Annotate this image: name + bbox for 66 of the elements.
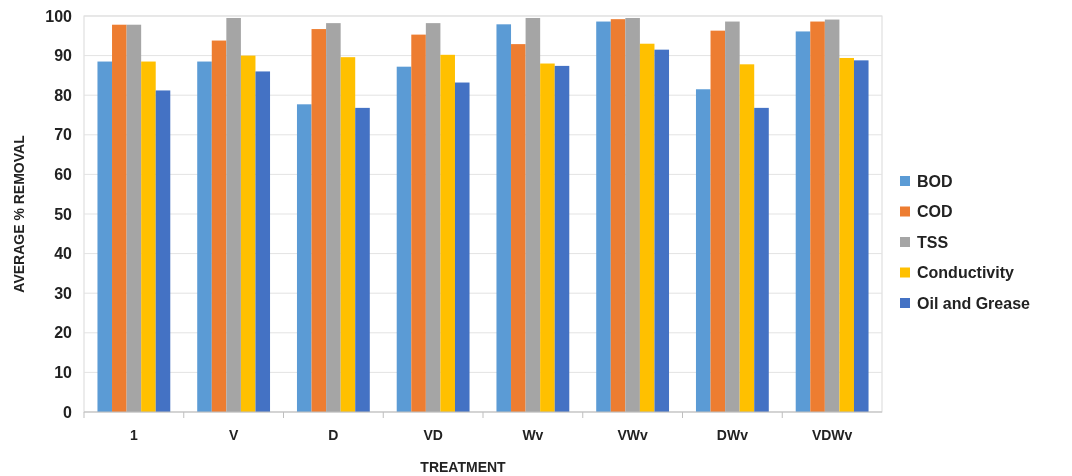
legend-label: TSS bbox=[917, 233, 949, 251]
bar bbox=[311, 29, 327, 412]
x-tick-label: Wv bbox=[522, 427, 544, 443]
y-tick-label: 50 bbox=[54, 205, 73, 223]
bar bbox=[226, 17, 241, 412]
x-tick-label: 1 bbox=[129, 427, 138, 443]
x-axis-title: TREATMENT bbox=[420, 459, 507, 475]
y-tick-label: 100 bbox=[45, 7, 73, 25]
bar bbox=[839, 57, 854, 412]
bar bbox=[625, 17, 640, 412]
bar bbox=[141, 61, 156, 412]
y-tick-label: 70 bbox=[54, 126, 73, 144]
bar bbox=[296, 104, 312, 412]
bar bbox=[596, 21, 611, 412]
y-tick-label: 40 bbox=[54, 245, 73, 263]
bar bbox=[454, 82, 470, 412]
bar bbox=[240, 55, 256, 412]
y-tick-label: 10 bbox=[54, 364, 73, 381]
bar bbox=[554, 65, 570, 412]
x-tick-label: VD bbox=[423, 427, 443, 443]
bar bbox=[810, 21, 825, 412]
y-tick-label: 90 bbox=[54, 47, 73, 65]
bar bbox=[654, 49, 670, 412]
bar bbox=[853, 60, 869, 412]
x-tick-label: VDWv bbox=[811, 427, 853, 443]
bar bbox=[639, 43, 655, 412]
bar bbox=[754, 107, 769, 412]
bar bbox=[255, 71, 271, 412]
bar bbox=[540, 63, 555, 412]
bar bbox=[197, 61, 212, 412]
legend-label: Oil and Grease bbox=[917, 294, 1031, 312]
x-tick-label: DWv bbox=[716, 427, 749, 443]
bar bbox=[710, 30, 726, 412]
y-axis-title: AVERAGE % REMOVAL bbox=[11, 134, 27, 293]
legend-label: COD bbox=[917, 203, 953, 221]
bar bbox=[695, 89, 711, 412]
bar bbox=[112, 24, 127, 412]
bar bbox=[211, 40, 227, 412]
bar bbox=[126, 24, 142, 412]
x-tick-label: D bbox=[328, 427, 339, 443]
y-tick-label: 20 bbox=[54, 324, 73, 342]
bar bbox=[425, 23, 441, 412]
bar bbox=[440, 54, 455, 412]
y-tick-label: 0 bbox=[63, 403, 73, 421]
bar bbox=[326, 23, 341, 412]
bar bbox=[411, 34, 426, 412]
y-tick-label: 80 bbox=[54, 86, 73, 104]
x-tick-label: VWv bbox=[617, 427, 648, 443]
y-tick-label: 30 bbox=[54, 284, 73, 302]
bar bbox=[725, 21, 740, 412]
bar bbox=[155, 90, 171, 412]
x-tick-label: V bbox=[228, 427, 239, 443]
bar bbox=[610, 19, 626, 412]
bar bbox=[355, 107, 370, 412]
bar bbox=[340, 57, 356, 412]
bar bbox=[511, 44, 526, 412]
bar bbox=[396, 66, 412, 412]
bar bbox=[824, 19, 840, 412]
legend-label: BOD bbox=[917, 172, 953, 190]
y-tick-label: 60 bbox=[54, 166, 73, 183]
bar bbox=[97, 61, 113, 412]
bar bbox=[795, 31, 811, 412]
bar bbox=[496, 24, 512, 412]
bar bbox=[525, 17, 541, 412]
legend-label: Conductivity bbox=[917, 264, 1014, 282]
bar bbox=[739, 64, 755, 412]
